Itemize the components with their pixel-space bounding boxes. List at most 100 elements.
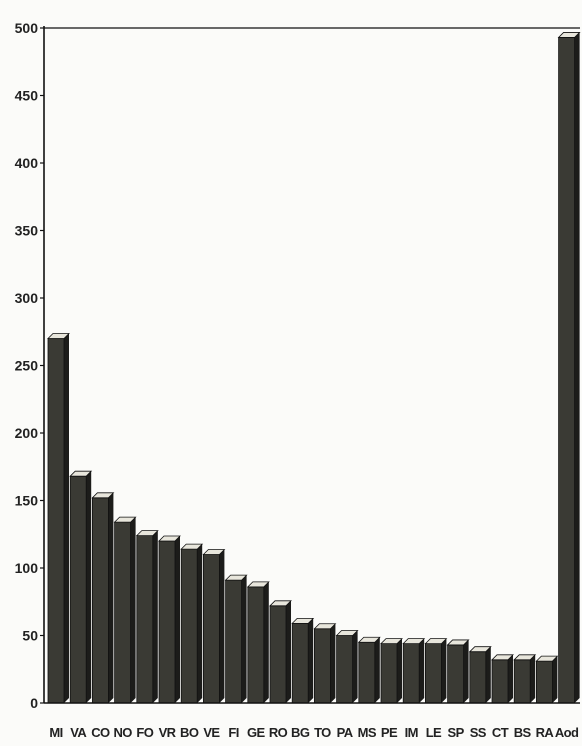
bar-side (86, 471, 92, 703)
bar-ve (202, 549, 226, 704)
bar-top (113, 516, 137, 523)
bar-front (536, 660, 553, 704)
bar-ge (246, 581, 270, 704)
bar-front (491, 659, 509, 704)
bar-front (469, 651, 487, 704)
x-tick-label: GE (247, 725, 266, 740)
bar-ms (357, 636, 381, 704)
bar-side (130, 517, 136, 703)
x-tick-label: TO (314, 725, 331, 740)
bar-top (424, 638, 448, 644)
bar-front (158, 540, 176, 704)
bar-top (224, 574, 248, 581)
bar-pe (380, 638, 403, 704)
y-tick-label: 300 (15, 290, 39, 306)
y-tick-label: 100 (15, 560, 39, 576)
bar-top (291, 617, 315, 624)
bar-side (241, 575, 247, 703)
bar-front (269, 605, 287, 704)
x-tick-label: PA (337, 725, 354, 740)
bar-front (513, 659, 531, 704)
x-tick-label: MS (358, 725, 377, 740)
y-tick-label: 50 (22, 628, 38, 644)
bar-top (557, 32, 581, 38)
bar-front (558, 37, 575, 704)
y-tick-label: 500 (15, 20, 39, 36)
bar-fo (135, 530, 159, 704)
x-tick-label: LE (426, 725, 442, 740)
bar-bg (291, 617, 315, 704)
y-tick-label: 400 (15, 155, 39, 171)
bar-ra (535, 655, 559, 704)
bar-top (446, 639, 470, 646)
bar-front (336, 635, 354, 704)
bar-top (491, 654, 514, 661)
bar-side (374, 637, 380, 703)
bar-mi (47, 333, 70, 704)
bar-side (330, 623, 336, 703)
bar-side (508, 654, 513, 703)
bar-to (313, 623, 337, 704)
bar-aod (557, 32, 581, 704)
bar-no (113, 516, 137, 704)
bar-top (313, 623, 337, 630)
bar-side (197, 544, 203, 703)
y-tick-label: 450 (15, 88, 39, 104)
bar-side (108, 492, 114, 703)
bar-side (463, 639, 469, 703)
bar-front (291, 622, 309, 704)
bar-co (91, 492, 115, 704)
bar-side (352, 630, 358, 703)
bar-front (247, 586, 265, 704)
x-tick-label: FO (136, 725, 153, 740)
x-tick-label: VE (203, 725, 220, 740)
x-tick-label: PE (381, 725, 398, 740)
bar-top (269, 600, 292, 607)
x-tick-label: BS (514, 725, 532, 740)
bar-top (47, 333, 70, 339)
bar-front (402, 643, 420, 704)
y-tick-label: 0 (30, 695, 38, 711)
bar-sp (446, 639, 470, 704)
bar-front (225, 579, 243, 704)
bar-side (308, 618, 314, 703)
bar-side (530, 654, 536, 703)
bar-va (69, 470, 93, 704)
bar-side (286, 600, 291, 703)
bar-top (513, 654, 537, 661)
bar-front (313, 628, 331, 704)
bar-front (136, 535, 154, 704)
bar-side (175, 536, 180, 703)
x-tick-label: Aod (555, 725, 579, 740)
bar-side (574, 32, 580, 703)
bar-bo (180, 543, 204, 704)
y-tick-label: 150 (15, 493, 39, 509)
bar-side (485, 646, 491, 703)
bar-side (152, 530, 158, 703)
axes-layer (40, 26, 580, 704)
bars-layer (47, 32, 581, 704)
x-tick-label: SP (448, 725, 465, 740)
bar-bs (513, 654, 537, 704)
x-tick-label: VR (159, 725, 177, 740)
bar-top (535, 655, 559, 662)
bar-top (380, 638, 403, 644)
x-tick-label: CO (91, 725, 110, 740)
bar-side (263, 581, 269, 703)
bar-vr (158, 535, 181, 704)
x-tick-label: RA (536, 725, 555, 740)
bar-top (246, 581, 270, 588)
bar-side (441, 638, 447, 703)
bar-top (180, 543, 204, 550)
bar-le (424, 638, 448, 704)
y-tick-label: 350 (15, 223, 39, 239)
x-tick-label: FI (228, 725, 238, 740)
x-tick-label: VA (70, 725, 87, 740)
bar-top (202, 549, 226, 555)
bar-top (91, 492, 115, 499)
x-tick-label: MI (49, 725, 62, 740)
bar-side (419, 638, 425, 703)
bar-pa (335, 630, 359, 704)
